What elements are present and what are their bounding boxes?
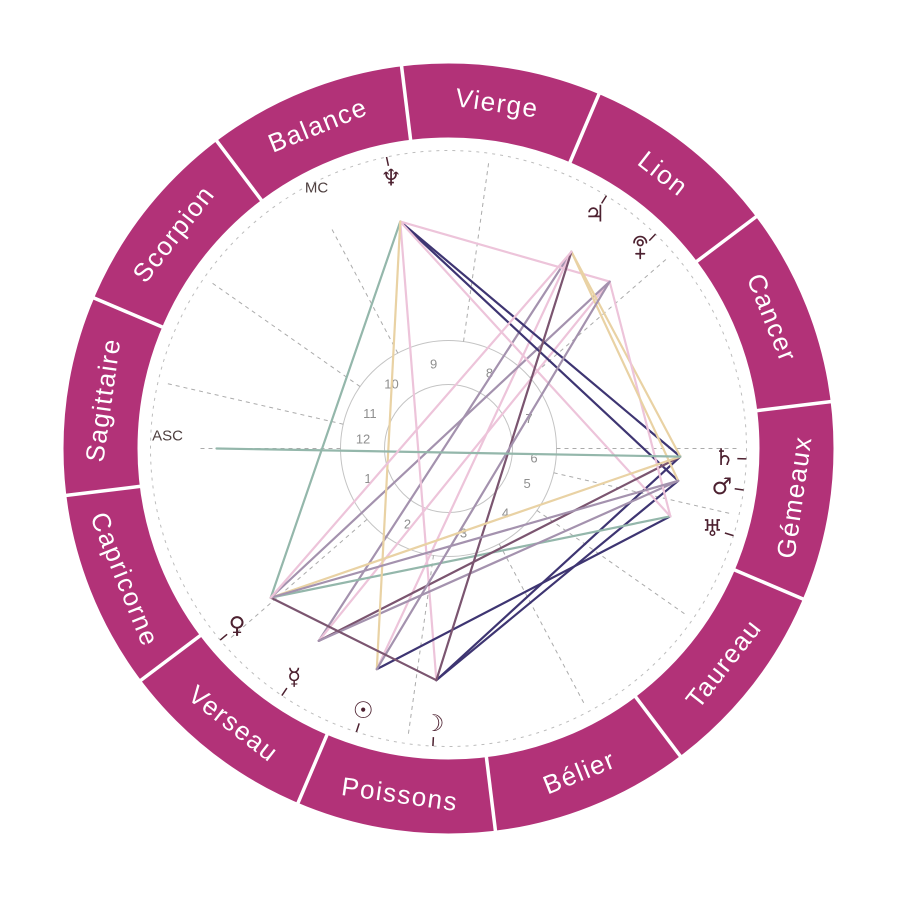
planet-tick-mercury — [281, 687, 288, 696]
house-cusp-12 — [163, 382, 344, 425]
aspect-neptune-saturn — [399, 220, 682, 458]
aspect-pluto-mercury — [317, 280, 611, 642]
sign-divider — [633, 694, 683, 759]
aspect-mars-moon — [435, 479, 680, 682]
house-number-2: 2 — [404, 517, 411, 532]
planet-tick-jupiter — [601, 195, 608, 204]
planet-tick-neptune — [385, 156, 390, 166]
house-number-5: 5 — [523, 476, 530, 491]
house-number-6: 6 — [530, 451, 537, 466]
aspect-pluto-venus — [269, 280, 611, 599]
planet-tick-uranus — [724, 532, 734, 537]
house-number-9: 9 — [430, 356, 437, 371]
house-number-7: 7 — [525, 411, 532, 426]
sign-divider — [91, 295, 165, 330]
house-cusp-9 — [463, 159, 490, 342]
sign-divider — [732, 567, 806, 602]
sign-divider — [295, 732, 330, 806]
house-cusp-10 — [329, 225, 399, 354]
aspect-jupiter-venus — [269, 250, 573, 599]
aspect-neptune-moon — [399, 220, 438, 682]
mc-label: MC — [305, 179, 328, 196]
planet-venus-icon: ♀ — [229, 613, 246, 639]
planet-mercury-icon: ☿ — [287, 664, 301, 690]
sign-divider — [399, 64, 413, 143]
aspect-mars-venus — [269, 479, 680, 599]
house-cusp-2 — [227, 518, 368, 641]
house-number-1: 1 — [364, 471, 371, 486]
house-number-8: 8 — [486, 365, 493, 380]
planet-tick-pluto — [648, 233, 657, 242]
sign-divider — [484, 754, 498, 833]
house-cusp-4 — [498, 543, 587, 707]
planet-tick-venus — [219, 633, 228, 641]
aspect-pluto-sun — [375, 280, 611, 671]
aspect-jupiter-moon — [435, 250, 573, 682]
aspect-asc-saturn — [215, 447, 682, 458]
aspect-saturn-venus — [269, 455, 682, 599]
aspect-neptune-pluto — [399, 220, 611, 283]
planet-mars-icon: ♂ — [712, 474, 733, 500]
planet-jupiter-icon: ♃ — [584, 201, 605, 227]
house-cusp-5 — [536, 510, 688, 617]
house-number-4: 4 — [502, 505, 509, 520]
sign-divider — [567, 91, 602, 165]
aspect-neptune-sun — [375, 220, 402, 671]
planet-tick-mars — [734, 487, 744, 491]
sign-divider — [694, 214, 759, 264]
planet-saturn-icon: ♄ — [714, 445, 735, 471]
aspect-jupiter-saturn — [570, 250, 682, 458]
zodiac-ring — [63, 63, 834, 834]
planet-sun-icon: ☉ — [353, 698, 374, 724]
aspect-uranus-venus — [269, 515, 672, 599]
house-cusp-6 — [553, 472, 734, 515]
aspect-venus-moon — [269, 596, 438, 682]
planet-neptune-icon: ♆ — [381, 166, 402, 192]
aspect-uranus-sun — [375, 515, 672, 671]
house-cusp-11 — [209, 280, 361, 387]
house-cusp-8 — [529, 256, 670, 379]
planet-pluto-icon — [633, 235, 648, 260]
sign-divider — [138, 633, 203, 683]
planet-moon-icon: ☽ — [424, 711, 445, 737]
sign-divider — [214, 138, 264, 203]
inner-circle-inner — [384, 384, 513, 513]
house-number-11: 11 — [363, 406, 377, 421]
aspect-saturn-moon — [435, 455, 682, 682]
asc-label: ASC — [152, 428, 183, 445]
aspect-jupiter-mercury — [317, 250, 573, 642]
sign-divider — [754, 399, 833, 413]
planet-tick-sun — [355, 723, 360, 733]
sign-divider — [64, 484, 143, 498]
house-number-12: 12 — [356, 431, 370, 446]
house-number-3: 3 — [460, 526, 467, 541]
degree-circle — [150, 150, 747, 747]
aspect-jupiter-mars — [570, 250, 680, 482]
planet-uranus-icon: ♅ — [702, 516, 723, 542]
aspect-neptune-venus — [269, 220, 402, 599]
